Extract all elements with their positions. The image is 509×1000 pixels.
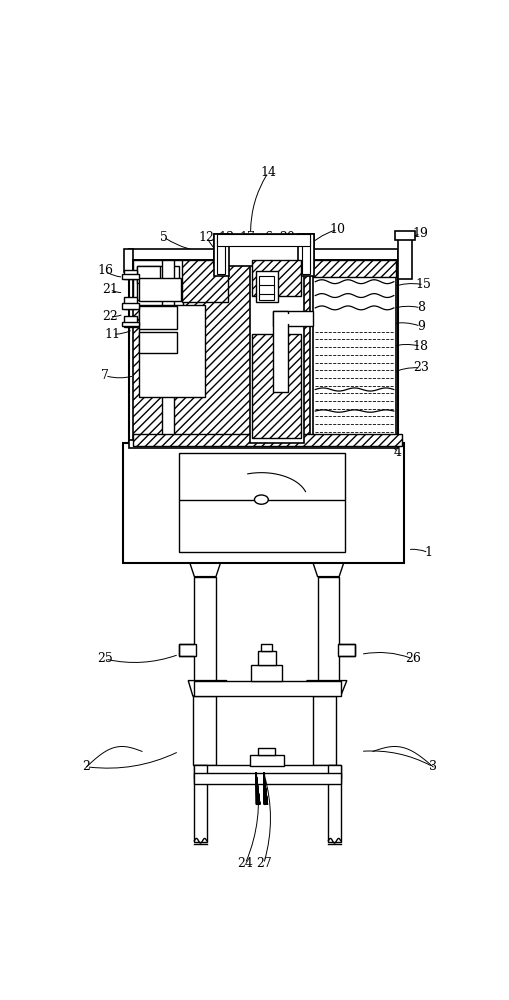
Bar (129, 256, 398, 443)
Bar (194, 765, 340, 778)
Bar (179, 453, 344, 552)
Text: 24: 24 (237, 857, 252, 870)
Bar (213, 234, 313, 266)
Bar (258, 748, 275, 755)
Bar (313, 260, 395, 277)
Bar (298, 234, 313, 276)
Text: 17: 17 (239, 231, 255, 244)
Bar (256, 271, 277, 302)
Bar (272, 311, 288, 392)
Bar (132, 260, 183, 306)
Bar (123, 249, 132, 272)
Bar (259, 276, 274, 286)
Bar (138, 278, 181, 301)
Text: 4: 4 (393, 446, 401, 459)
Bar (397, 234, 411, 279)
Text: 10: 10 (329, 223, 345, 236)
Bar (132, 260, 309, 443)
Bar (217, 234, 309, 246)
Text: 5: 5 (159, 231, 167, 244)
Bar (194, 765, 206, 842)
Bar (162, 260, 174, 443)
Text: 1: 1 (423, 546, 432, 559)
Bar (275, 314, 285, 389)
Bar (129, 440, 398, 448)
Polygon shape (313, 563, 343, 577)
Bar (122, 322, 138, 326)
Bar (259, 285, 274, 296)
Bar (182, 260, 228, 302)
Text: 19: 19 (412, 227, 428, 240)
Text: 22: 22 (102, 310, 118, 323)
Bar (251, 260, 301, 296)
Text: 23: 23 (412, 361, 428, 374)
Text: 13: 13 (218, 231, 234, 244)
Text: 9: 9 (416, 320, 424, 333)
Bar (123, 270, 137, 279)
Text: 16: 16 (97, 264, 113, 277)
Bar (179, 644, 195, 656)
Text: 6: 6 (264, 231, 272, 244)
Bar (275, 314, 309, 323)
Bar (328, 765, 340, 842)
Text: 2: 2 (82, 760, 90, 773)
Text: 15: 15 (415, 278, 431, 291)
Text: 21: 21 (102, 283, 118, 296)
Bar (302, 235, 309, 274)
Bar (399, 249, 408, 272)
Polygon shape (188, 681, 227, 696)
Bar (249, 260, 303, 443)
Bar (217, 235, 225, 274)
Ellipse shape (254, 495, 268, 504)
Text: 20: 20 (279, 231, 295, 244)
Bar (129, 249, 398, 260)
Text: 25: 25 (97, 652, 112, 666)
Bar (123, 443, 403, 563)
Bar (272, 311, 313, 326)
Text: 7: 7 (101, 369, 109, 382)
Bar (317, 577, 338, 681)
Bar (123, 297, 137, 309)
Bar (194, 681, 340, 696)
Bar (138, 306, 177, 329)
Polygon shape (189, 563, 220, 577)
Bar (337, 644, 354, 656)
Bar (313, 260, 395, 443)
Text: 27: 27 (256, 857, 271, 870)
Bar (122, 303, 138, 309)
Text: 26: 26 (404, 652, 420, 666)
Polygon shape (306, 681, 346, 696)
Bar (251, 665, 281, 681)
Bar (394, 231, 414, 240)
Bar (138, 305, 205, 397)
Bar (313, 696, 335, 765)
Bar (249, 755, 283, 766)
Bar (136, 266, 179, 300)
Bar (257, 651, 275, 665)
Text: 12: 12 (199, 231, 214, 244)
Bar (138, 332, 177, 353)
Bar (261, 644, 272, 651)
Text: 11: 11 (104, 328, 121, 341)
Bar (259, 294, 274, 300)
Text: 8: 8 (416, 301, 424, 314)
Bar (194, 773, 340, 784)
Bar (136, 266, 159, 283)
Text: 3: 3 (428, 760, 436, 773)
Bar (192, 696, 215, 765)
Bar (213, 234, 229, 276)
Bar (123, 316, 137, 327)
Text: 14: 14 (260, 166, 276, 179)
Bar (122, 274, 138, 279)
Text: 18: 18 (412, 340, 428, 353)
Bar (132, 434, 402, 446)
Bar (194, 577, 215, 681)
Bar (251, 334, 301, 438)
